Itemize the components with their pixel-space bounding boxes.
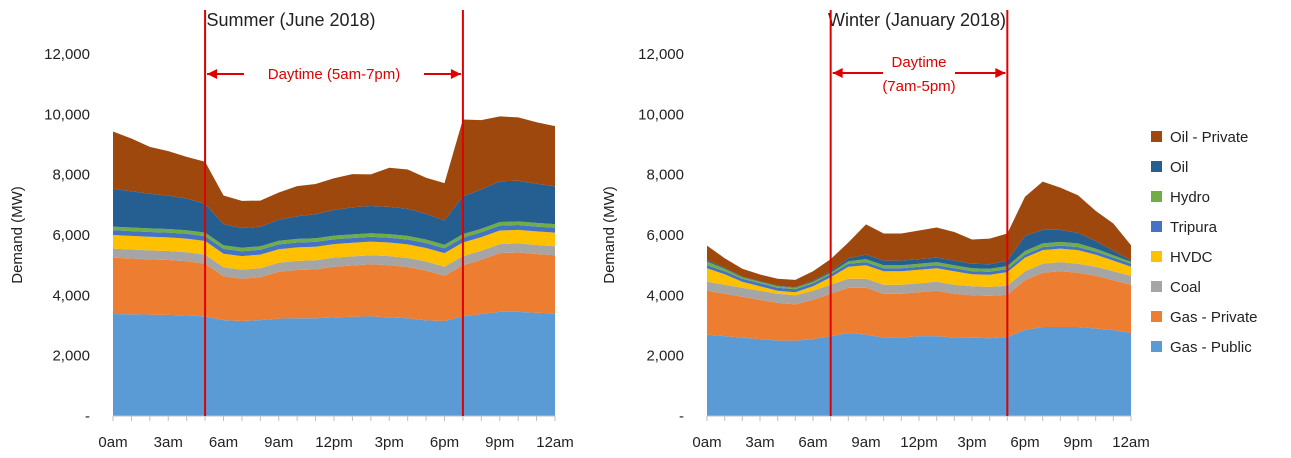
y-tick-label: 2,000 bbox=[646, 348, 684, 365]
area-hvdc bbox=[707, 248, 1131, 296]
y-tick-label: 2,000 bbox=[52, 348, 90, 365]
arrow-head-right bbox=[995, 68, 1006, 78]
x-tick-label: 6pm bbox=[430, 434, 459, 451]
x-tick-label: 9pm bbox=[485, 434, 514, 451]
arrow-head-right bbox=[450, 69, 461, 79]
x-tick-label: 6pm bbox=[1010, 434, 1039, 451]
area-oil-private bbox=[113, 116, 555, 229]
x-tick-label: 6am bbox=[209, 434, 238, 451]
legend-swatch bbox=[1151, 191, 1162, 202]
legend-entry: Coal bbox=[1170, 279, 1201, 296]
chart-panel-2: Winter (January 2018) Demand (MW) - 2,000 4,… bbox=[601, 10, 1150, 451]
area-oil bbox=[707, 229, 1131, 288]
arrow-head-left bbox=[832, 68, 843, 78]
area-gas-public bbox=[113, 311, 555, 416]
area-coal bbox=[113, 243, 555, 279]
area-gas-public bbox=[707, 327, 1131, 416]
y-tick-label: - bbox=[85, 408, 90, 425]
legend-entry: HVDC bbox=[1170, 249, 1213, 266]
y-tick-label: 4,000 bbox=[52, 287, 90, 304]
chart-title: Winter (January 2018) bbox=[828, 10, 1006, 30]
x-tick-label: 0am bbox=[692, 434, 721, 451]
legend-swatch bbox=[1151, 281, 1162, 292]
y-tick-label: 12,000 bbox=[44, 46, 90, 63]
legend-entry: Hydro bbox=[1170, 189, 1210, 206]
area-oil-private bbox=[707, 181, 1131, 288]
x-tick-label: 3am bbox=[154, 434, 183, 451]
y-tick-label: 6,000 bbox=[646, 227, 684, 244]
x-tick-label: 9am bbox=[851, 434, 880, 451]
x-tick-label: 3am bbox=[745, 434, 774, 451]
area-hvdc bbox=[113, 229, 555, 270]
arrow-head-left bbox=[207, 69, 218, 79]
x-tick-label: 3pm bbox=[375, 434, 404, 451]
y-tick-label: 4,000 bbox=[646, 287, 684, 304]
legend-swatch bbox=[1151, 131, 1162, 142]
legend-swatch bbox=[1151, 311, 1162, 322]
x-tick-label: 0am bbox=[98, 434, 127, 451]
y-tick-label: 6,000 bbox=[52, 227, 90, 244]
daytime-label: Daytime (5am-7pm) bbox=[268, 66, 401, 83]
chart-panel-1: Summer (June 2018) Demand (MW) - 2,000 4,000… bbox=[9, 10, 574, 451]
y-tick-label: - bbox=[679, 408, 684, 425]
daytime-label-range: (7am-5pm) bbox=[882, 78, 955, 95]
legend-swatch bbox=[1151, 341, 1162, 352]
legend-entry: Tripura bbox=[1170, 219, 1218, 236]
x-tick-label: 9pm bbox=[1063, 434, 1092, 451]
x-tick-label: 3pm bbox=[957, 434, 986, 451]
y-tick-label: 12,000 bbox=[638, 46, 684, 63]
x-tick-label: 12am bbox=[1112, 434, 1150, 451]
area-coal bbox=[707, 262, 1131, 305]
legend-swatch bbox=[1151, 221, 1162, 232]
legend-entry: Oil bbox=[1170, 159, 1188, 176]
x-tick-label: 12am bbox=[536, 434, 574, 451]
y-axis-label: Demand (MW) bbox=[9, 186, 26, 284]
legend-entry: Gas - Private bbox=[1170, 309, 1258, 326]
legend: Oil - Private Oil Hydro Tripura HVDC Coal Gas … bbox=[1151, 129, 1258, 356]
daytime-label: Daytime bbox=[891, 54, 946, 71]
area-gas-private bbox=[707, 271, 1131, 341]
legend-entry: Gas - Public bbox=[1170, 339, 1252, 356]
area-hydro bbox=[707, 241, 1131, 290]
x-tick-label: 9am bbox=[264, 434, 293, 451]
y-tick-label: 10,000 bbox=[44, 106, 90, 123]
y-axis-label: Demand (MW) bbox=[601, 186, 618, 284]
y-tick-label: 8,000 bbox=[646, 167, 684, 184]
area-oil bbox=[113, 180, 555, 248]
area-gas-private bbox=[113, 252, 555, 321]
area-hydro bbox=[113, 221, 555, 252]
y-tick-label: 8,000 bbox=[52, 167, 90, 184]
x-tick-label: 12pm bbox=[900, 434, 938, 451]
y-tick-label: 10,000 bbox=[638, 106, 684, 123]
area-tripura bbox=[707, 245, 1131, 293]
x-tick-label: 6am bbox=[798, 434, 827, 451]
legend-entry: Oil - Private bbox=[1170, 129, 1248, 146]
chart-title: Summer (June 2018) bbox=[206, 10, 375, 30]
x-tick-label: 12pm bbox=[315, 434, 353, 451]
legend-swatch bbox=[1151, 161, 1162, 172]
legend-swatch bbox=[1151, 251, 1162, 262]
area-tripura bbox=[113, 225, 555, 257]
